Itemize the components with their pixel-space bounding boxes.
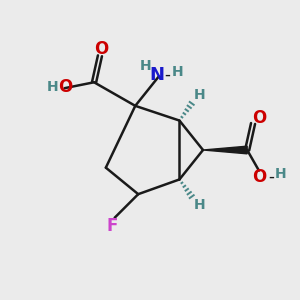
Text: H: H bbox=[140, 59, 152, 73]
Text: -: - bbox=[164, 66, 170, 84]
Text: H: H bbox=[171, 65, 183, 79]
Text: O: O bbox=[94, 40, 109, 58]
Text: H: H bbox=[274, 167, 286, 181]
Text: O: O bbox=[252, 109, 266, 127]
Text: O: O bbox=[58, 78, 72, 96]
Text: H: H bbox=[194, 198, 205, 212]
Text: F: F bbox=[106, 217, 118, 235]
Text: N: N bbox=[150, 66, 165, 84]
Text: -: - bbox=[268, 168, 274, 186]
Text: O: O bbox=[252, 168, 267, 186]
Text: H: H bbox=[47, 80, 58, 94]
Text: H: H bbox=[194, 88, 205, 102]
Polygon shape bbox=[203, 146, 247, 154]
